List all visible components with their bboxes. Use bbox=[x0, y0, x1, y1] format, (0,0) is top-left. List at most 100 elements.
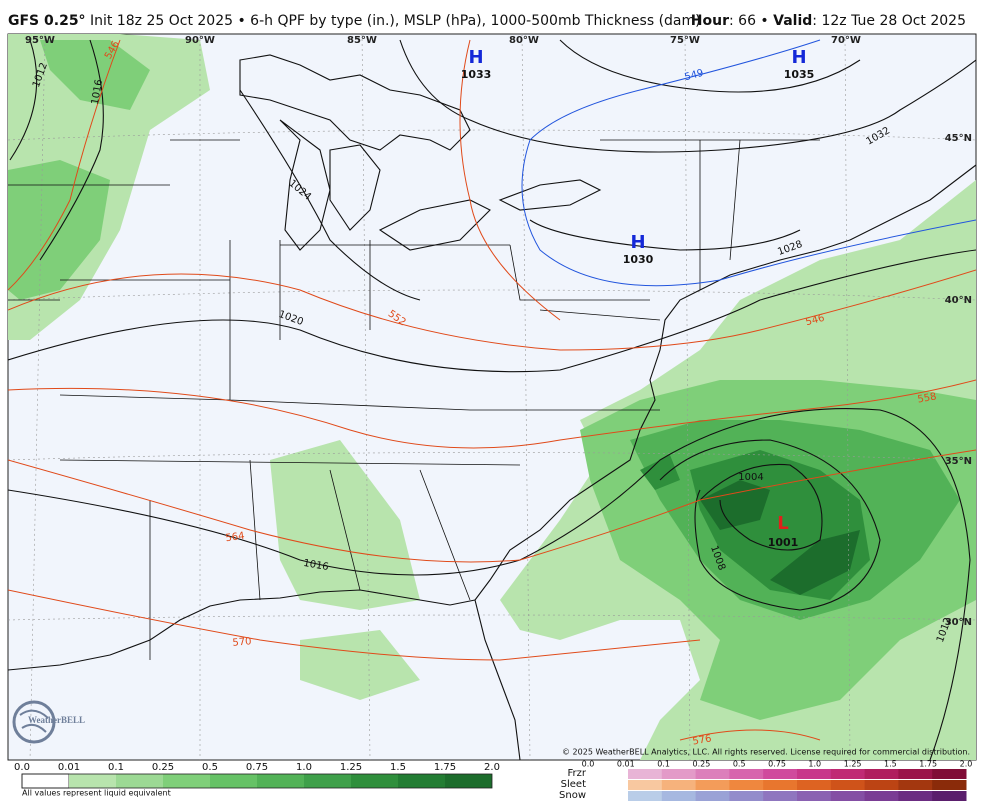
lat-label: 30°N bbox=[945, 617, 972, 628]
model: GFS 0.25° bbox=[8, 13, 86, 29]
type-color bbox=[932, 769, 967, 779]
qpf-color bbox=[257, 774, 304, 788]
qpf-note: All values represent liquid equivalent bbox=[22, 789, 171, 798]
thickness-label: 570 bbox=[232, 636, 252, 649]
type-color bbox=[932, 791, 967, 801]
qpf-bar-outline bbox=[21, 773, 493, 789]
thickness-label: 549 bbox=[683, 68, 704, 84]
header-title: GFS 0.25° Init 18z 25 Oct 2025 • 6-h QPF… bbox=[8, 13, 701, 29]
type-label: Snow bbox=[559, 790, 586, 801]
qpf-tick-label: 1.5 bbox=[390, 762, 406, 773]
type-color bbox=[864, 769, 899, 779]
type-color bbox=[763, 769, 798, 779]
type-color bbox=[763, 780, 798, 790]
type-tick-label: 0.01 bbox=[617, 760, 635, 769]
high-value: 1030 bbox=[623, 253, 654, 266]
type-tick-label: 0.75 bbox=[768, 760, 786, 769]
high-symbol: H bbox=[630, 232, 645, 253]
qpf-tick-label: 0.25 bbox=[152, 762, 174, 773]
type-color bbox=[763, 791, 798, 801]
type-color bbox=[695, 791, 730, 801]
high-value: 1033 bbox=[461, 68, 492, 81]
qpf-color bbox=[351, 774, 398, 788]
type-color bbox=[864, 791, 899, 801]
type-color bbox=[729, 791, 764, 801]
type-color bbox=[830, 791, 866, 801]
qpf-tick-label: 0.5 bbox=[202, 762, 218, 773]
thickness-label: 564 bbox=[225, 531, 245, 545]
lon-label: 75°W bbox=[670, 35, 700, 46]
type-tick-label: 1.25 bbox=[844, 760, 862, 769]
qpf-color bbox=[116, 774, 163, 788]
legend: All values represent liquid equivalent F… bbox=[14, 760, 973, 801]
type-color bbox=[864, 780, 899, 790]
lon-label: 95°W bbox=[25, 35, 55, 46]
logo: WeatherBELL bbox=[12, 700, 85, 744]
qpf-tick-label: 2.0 bbox=[484, 762, 500, 773]
lat-label: 45°N bbox=[945, 133, 972, 144]
qpf-color bbox=[304, 774, 351, 788]
hour-label: Hour bbox=[691, 13, 729, 29]
type-label: Sleet bbox=[561, 779, 586, 790]
type-color bbox=[661, 780, 697, 790]
thickness-label: 576 bbox=[692, 733, 713, 747]
type-color bbox=[830, 769, 866, 779]
type-color bbox=[695, 780, 730, 790]
type-label: Frzr bbox=[568, 768, 587, 779]
qpf-tick-label: 1.25 bbox=[340, 762, 362, 773]
qpf-color bbox=[445, 774, 492, 788]
high-value: 1035 bbox=[784, 68, 815, 81]
coastlines bbox=[8, 54, 976, 760]
type-color bbox=[661, 791, 697, 801]
high-symbol: H bbox=[791, 47, 806, 68]
qpf-color bbox=[21, 773, 70, 789]
copyright: © 2025 WeatherBELL Analytics, LLC. All r… bbox=[562, 748, 970, 757]
type-color bbox=[729, 780, 764, 790]
qpf-tick-label: 0.0 bbox=[14, 762, 30, 773]
lon-label: 70°W bbox=[831, 35, 861, 46]
isobars bbox=[8, 39, 976, 760]
type-color bbox=[628, 780, 663, 790]
valid-label: Valid bbox=[773, 13, 812, 29]
type-color bbox=[695, 769, 730, 779]
hour-value: : 66 • bbox=[729, 13, 769, 29]
type-tick-label: 1.0 bbox=[808, 760, 821, 769]
type-tick-label: 1.75 bbox=[919, 760, 937, 769]
qpf-color bbox=[210, 774, 257, 788]
isobar-label: 1016 bbox=[90, 79, 105, 106]
type-color bbox=[932, 780, 967, 790]
type-tick-label: 2.0 bbox=[960, 760, 973, 769]
type-tick-label: 1.5 bbox=[884, 760, 897, 769]
type-color bbox=[898, 791, 933, 801]
type-color bbox=[628, 791, 663, 801]
qpf-tick-label: 1.75 bbox=[434, 762, 456, 773]
lon-label: 85°W bbox=[347, 35, 377, 46]
type-color bbox=[628, 769, 663, 779]
thickness-label: 546 bbox=[804, 313, 825, 329]
qpf-color bbox=[69, 774, 116, 788]
qpf-color bbox=[163, 774, 210, 788]
thickness-lines bbox=[8, 39, 976, 741]
type-color bbox=[830, 780, 866, 790]
qpf-tick-label: 1.0 bbox=[296, 762, 312, 773]
type-tick-label: 0.1 bbox=[657, 760, 670, 769]
type-color bbox=[797, 791, 832, 801]
thickness-label: 558 bbox=[917, 391, 938, 405]
high-symbol: H bbox=[468, 47, 483, 68]
map-layers bbox=[8, 34, 976, 760]
lon-label: 90°W bbox=[185, 35, 215, 46]
type-color bbox=[898, 769, 933, 779]
type-tick-label: 0.25 bbox=[692, 760, 710, 769]
qpf-tick-label: 0.01 bbox=[58, 762, 80, 773]
description: Init 18z 25 Oct 2025 • 6-h QPF by type (… bbox=[90, 13, 701, 29]
type-tick-label: 0.5 bbox=[733, 760, 746, 769]
lon-label: 80°W bbox=[509, 35, 539, 46]
low-value: 1001 bbox=[768, 536, 799, 549]
qpf-tick-label: 0.75 bbox=[246, 762, 268, 773]
valid-value: : 12z Tue 28 Oct 2025 bbox=[812, 13, 966, 29]
isobar-label: 1004 bbox=[738, 472, 763, 483]
precip bbox=[8, 34, 976, 760]
logo-text: WeatherBELL bbox=[28, 715, 85, 725]
lat-label: 40°N bbox=[945, 295, 972, 306]
